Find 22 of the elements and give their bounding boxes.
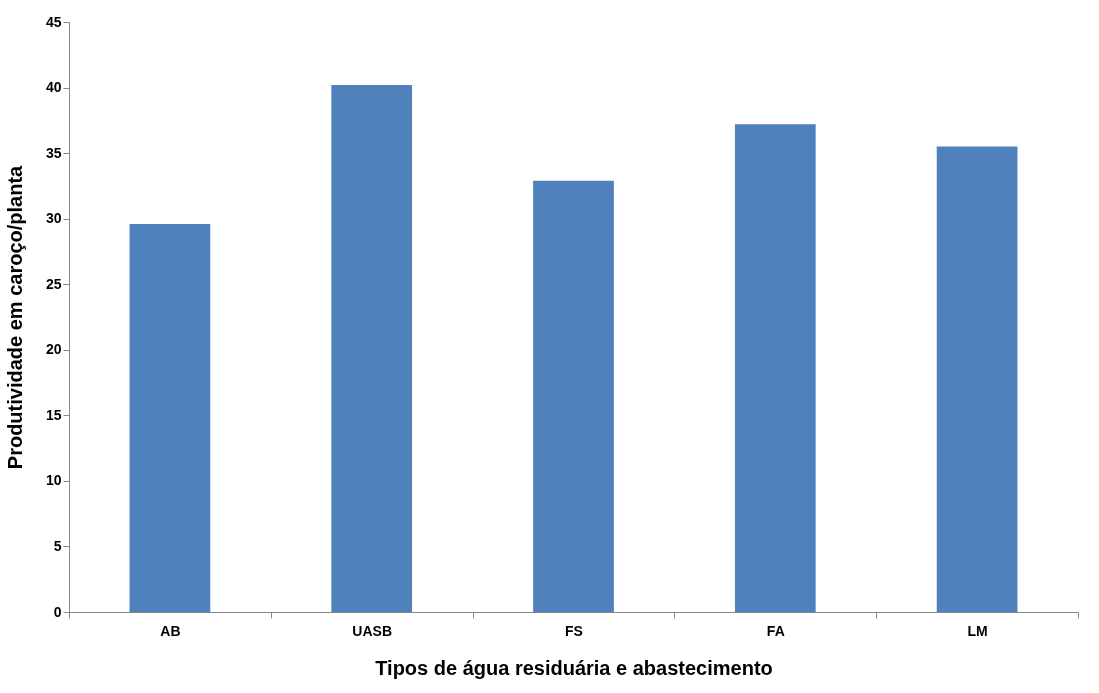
bar [533, 180, 614, 612]
y-tick-label: 5 [53, 537, 62, 554]
y-axis-title: Produtividade em caroço/planta [3, 164, 26, 470]
x-axis-title: Tipos de água residuária e abastecimento [375, 656, 773, 679]
x-tick-label: FA [766, 622, 785, 639]
y-tick-label: 25 [45, 275, 62, 292]
x-tick-label: FS [565, 622, 583, 639]
bar [936, 146, 1018, 612]
bar [129, 223, 211, 612]
y-tick-label: 20 [45, 341, 62, 358]
y-tick-label: 35 [45, 144, 62, 161]
x-tick-label: LM [967, 622, 988, 639]
bar [734, 124, 816, 612]
y-tick-label: 15 [45, 406, 62, 423]
x-tick-label: AB [160, 622, 181, 639]
y-tick-label: 45 [45, 13, 62, 30]
y-tick-label: 0 [53, 603, 62, 620]
y-tick-label: 10 [45, 472, 62, 489]
y-tick-label: 40 [45, 79, 62, 96]
bar [331, 84, 413, 612]
y-tick-label: 30 [45, 210, 62, 227]
x-tick-label: UASB [352, 622, 393, 639]
